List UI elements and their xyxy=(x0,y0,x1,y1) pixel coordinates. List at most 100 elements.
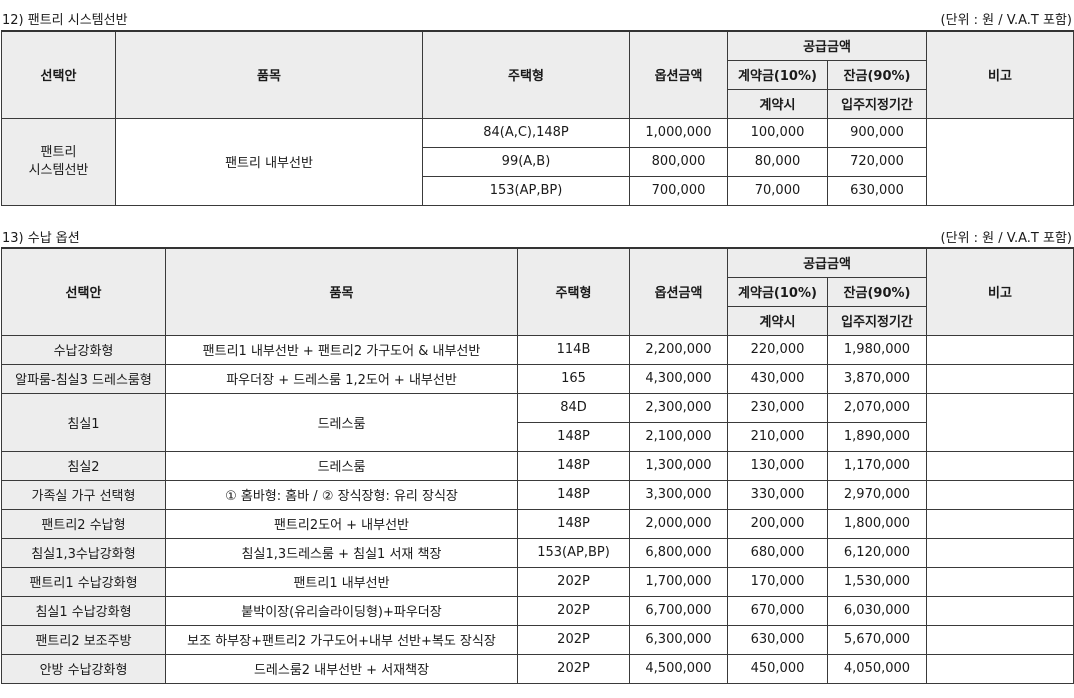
table-row: 침실2 드레스룸 148P 1,300,000 130,000 1,170,00… xyxy=(1,450,1074,481)
remarks-cell xyxy=(926,334,1074,365)
unit-note: (단위 : 원 / V.A.T 포함) xyxy=(940,13,1072,28)
option-price-cell: 2,200,000 xyxy=(629,334,728,365)
option-cell: 침실1 xyxy=(1,392,166,452)
option-cell: 안방 수납강화형 xyxy=(1,653,166,684)
house-type-cell: 148P xyxy=(517,508,630,539)
item-cell: 팬트리2도어 + 내부선반 xyxy=(165,508,518,539)
balance-cell: 1,980,000 xyxy=(827,334,927,365)
balance-cell: 5,670,000 xyxy=(827,624,927,655)
table-row: 안방 수납강화형 드레스룸2 내부선반 + 서재책장 202P 4,500,00… xyxy=(1,653,1074,684)
storage-option-table: 선택안 품목 주택형 옵션금액 공급금액 비고 계약금(10%) 잔금(90%)… xyxy=(1,247,1074,684)
header-item: 품목 xyxy=(165,247,518,336)
option-cell: 수납강화형 xyxy=(1,334,166,365)
option-price-cell: 1,300,000 xyxy=(629,450,728,481)
remarks-cell xyxy=(926,508,1074,539)
item-cell: ① 홈바형: 홈바 / ② 장식장형: 유리 장식장 xyxy=(165,479,518,510)
house-type-cell: 99(A,B) xyxy=(422,146,630,177)
table-row: 148P 2,100,000 210,000 1,890,000 xyxy=(2,421,1074,452)
option-cell: 팬트리 시스템선반 xyxy=(1,117,116,206)
balance-cell: 630,000 xyxy=(827,175,927,206)
item-cell: 팬트리1 내부선반 xyxy=(165,566,518,597)
header-house-type: 주택형 xyxy=(517,247,630,336)
balance-cell: 6,030,000 xyxy=(827,595,927,626)
house-type-cell: 148P xyxy=(517,479,630,510)
house-type-cell: 202P xyxy=(517,624,630,655)
house-type-cell: 84(A,C),148P xyxy=(422,117,630,148)
option-price-cell: 3,300,000 xyxy=(629,479,728,510)
deposit-cell: 70,000 xyxy=(727,175,828,206)
remarks-cell xyxy=(926,537,1074,568)
table-row: 침실1 드레스룸 84D 2,300,000 230,000 2,070,000 xyxy=(1,392,1074,452)
header-item: 품목 xyxy=(115,30,423,119)
item-cell: 보조 하부장+팬트리2 가구도어+내부 선반+복도 장식장 xyxy=(165,624,518,655)
deposit-cell: 670,000 xyxy=(727,595,828,626)
option-price-cell: 2,100,000 xyxy=(629,421,728,452)
section-title-storage: 13) 수납 옵션 xyxy=(2,231,80,246)
header-option: 선택안 xyxy=(1,247,166,336)
table-row: 99(A,B) 800,000 80,000 720,000 xyxy=(2,146,1074,177)
house-type-cell: 153(AP,BP) xyxy=(517,537,630,568)
option-price-cell: 6,300,000 xyxy=(629,624,728,655)
unit-note: (단위 : 원 / V.A.T 포함) xyxy=(940,231,1072,246)
option-cell: 팬트리2 수납형 xyxy=(1,508,166,539)
remarks-cell xyxy=(926,653,1074,684)
option-cell: 침실1,3수납강화형 xyxy=(1,537,166,568)
balance-cell: 1,890,000 xyxy=(827,421,927,452)
option-cell: 팬트리2 보조주방 xyxy=(1,624,166,655)
option-price-cell: 4,500,000 xyxy=(629,653,728,684)
table-row: 153(AP,BP) 700,000 70,000 630,000 xyxy=(2,175,1074,206)
remarks-cell xyxy=(926,479,1074,510)
house-type-cell: 148P xyxy=(517,421,630,452)
deposit-cell: 230,000 xyxy=(727,392,828,423)
remarks-cell xyxy=(926,595,1074,626)
table-row: 팬트리2 수납형 팬트리2도어 + 내부선반 148P 2,000,000 20… xyxy=(1,508,1074,539)
header-balance: 잔금(90%) xyxy=(827,59,927,90)
header-option-price: 옵션금액 xyxy=(629,247,728,336)
remarks-cell xyxy=(926,363,1074,394)
item-cell: 침실1,3드레스룸 + 침실1 서재 책장 xyxy=(165,537,518,568)
remarks-cell xyxy=(926,624,1074,655)
deposit-cell: 200,000 xyxy=(727,508,828,539)
balance-cell: 2,070,000 xyxy=(827,392,927,423)
option-cell: 가족실 가구 선택형 xyxy=(1,479,166,510)
table-row: 침실1,3수납강화형 침실1,3드레스룸 + 침실1 서재 책장 153(AP,… xyxy=(1,537,1074,568)
header-remarks: 비고 xyxy=(926,247,1074,336)
header-supply-amount: 공급금액 xyxy=(727,30,927,61)
header-option-price: 옵션금액 xyxy=(629,30,728,119)
balance-cell: 1,530,000 xyxy=(827,566,927,597)
balance-cell: 1,800,000 xyxy=(827,508,927,539)
header-deposit: 계약금(10%) xyxy=(727,276,828,307)
table-row: 팬트리 시스템선반 팬트리 내부선반 84(A,C),148P 1,000,00… xyxy=(1,117,1074,206)
table-row: 수납강화형 팬트리1 내부선반 + 팬트리2 가구도어 & 내부선반 114B … xyxy=(1,334,1074,365)
deposit-cell: 210,000 xyxy=(727,421,828,452)
house-type-cell: 148P xyxy=(517,450,630,481)
balance-cell: 1,170,000 xyxy=(827,450,927,481)
item-cell: 파우더장 + 드레스룸 1,2도어 + 내부선반 xyxy=(165,363,518,394)
balance-cell: 900,000 xyxy=(827,117,927,148)
option-price-cell: 4,300,000 xyxy=(629,363,728,394)
deposit-cell: 220,000 xyxy=(727,334,828,365)
item-cell: 붙박이장(유리슬라이딩형)+파우더장 xyxy=(165,595,518,626)
balance-cell: 2,970,000 xyxy=(827,479,927,510)
balance-cell: 720,000 xyxy=(827,146,927,177)
house-type-cell: 114B xyxy=(517,334,630,365)
table-row: 팬트리2 보조주방 보조 하부장+팬트리2 가구도어+내부 선반+복도 장식장 … xyxy=(1,624,1074,655)
item-cell: 팬트리1 내부선반 + 팬트리2 가구도어 & 내부선반 xyxy=(165,334,518,365)
house-type-cell: 165 xyxy=(517,363,630,394)
option-price-cell: 6,700,000 xyxy=(629,595,728,626)
option-cell: 침실2 xyxy=(1,450,166,481)
deposit-cell: 430,000 xyxy=(727,363,828,394)
header-balance-timing: 입주지정기간 xyxy=(827,305,927,336)
remarks-cell xyxy=(926,117,1074,206)
deposit-cell: 630,000 xyxy=(727,624,828,655)
option-price-cell: 6,800,000 xyxy=(629,537,728,568)
balance-cell: 6,120,000 xyxy=(827,537,927,568)
section-title-pantry: 12) 팬트리 시스템선반 xyxy=(2,13,128,28)
header-deposit-timing: 계약시 xyxy=(727,88,828,119)
pantry-system-shelf-table: 선택안 품목 주택형 옵션금액 공급금액 비고 계약금(10%) 잔금(90%)… xyxy=(1,30,1074,206)
remarks-cell xyxy=(926,566,1074,597)
header-deposit-timing: 계약시 xyxy=(727,305,828,336)
option-price-cell: 2,300,000 xyxy=(629,392,728,423)
house-type-cell: 84D xyxy=(517,392,630,423)
header-option: 선택안 xyxy=(1,30,116,119)
